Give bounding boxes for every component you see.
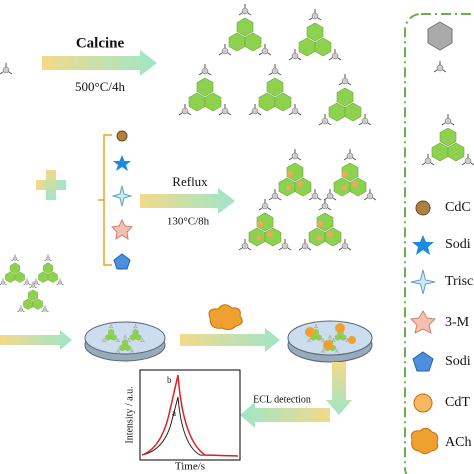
ecl-plot bbox=[139, 369, 241, 461]
legend-icon bbox=[422, 114, 474, 165]
legend-label: CdT bbox=[445, 395, 470, 410]
icon bbox=[113, 155, 131, 171]
legend-icon bbox=[412, 351, 434, 372]
plus bbox=[36, 170, 66, 200]
x-axis-label: Time/s bbox=[175, 461, 205, 473]
electrode bbox=[287, 320, 373, 363]
legend-label: ACh bbox=[445, 435, 471, 450]
arrow bbox=[326, 362, 352, 415]
y-axis-label: Intensity / a.u. bbox=[124, 386, 135, 443]
framework bbox=[179, 4, 371, 125]
legend-label: CdC bbox=[445, 200, 471, 215]
modified-framework bbox=[239, 149, 376, 250]
step-label: ECL detection bbox=[253, 394, 311, 405]
curve-label: a bbox=[172, 408, 176, 418]
electrode bbox=[84, 321, 166, 362]
icon bbox=[111, 185, 133, 207]
legend-label: Sodi bbox=[445, 354, 471, 369]
bracket bbox=[98, 134, 112, 266]
icon bbox=[113, 253, 131, 270]
legend-icon bbox=[410, 427, 439, 454]
step-condition: 500°C/4h bbox=[75, 79, 125, 94]
step-condition: 130°C/8h bbox=[167, 216, 210, 228]
enzyme bbox=[208, 304, 243, 331]
legend-label: Sodi bbox=[445, 237, 471, 252]
legend-icon bbox=[433, 60, 447, 73]
legend-icon bbox=[409, 309, 437, 334]
legend-icon bbox=[427, 21, 453, 51]
legend-label: 3-M bbox=[445, 315, 470, 330]
small-clusters bbox=[0, 254, 64, 312]
arrow bbox=[42, 50, 157, 76]
legend-icon bbox=[410, 269, 436, 295]
legend-label: Trisc bbox=[445, 274, 473, 289]
arrow bbox=[180, 328, 280, 352]
arrow bbox=[140, 188, 235, 214]
curve-label: b bbox=[167, 375, 172, 385]
icon bbox=[110, 218, 134, 241]
icon bbox=[116, 130, 128, 142]
legend-icon bbox=[413, 393, 433, 413]
arrow bbox=[240, 402, 330, 428]
legend-frame bbox=[404, 13, 474, 474]
step-label: Reflux bbox=[172, 174, 208, 189]
arrow bbox=[0, 330, 72, 350]
step-label: Calcine bbox=[76, 35, 125, 51]
legend-icon bbox=[412, 235, 434, 255]
legend-icon bbox=[415, 200, 431, 216]
